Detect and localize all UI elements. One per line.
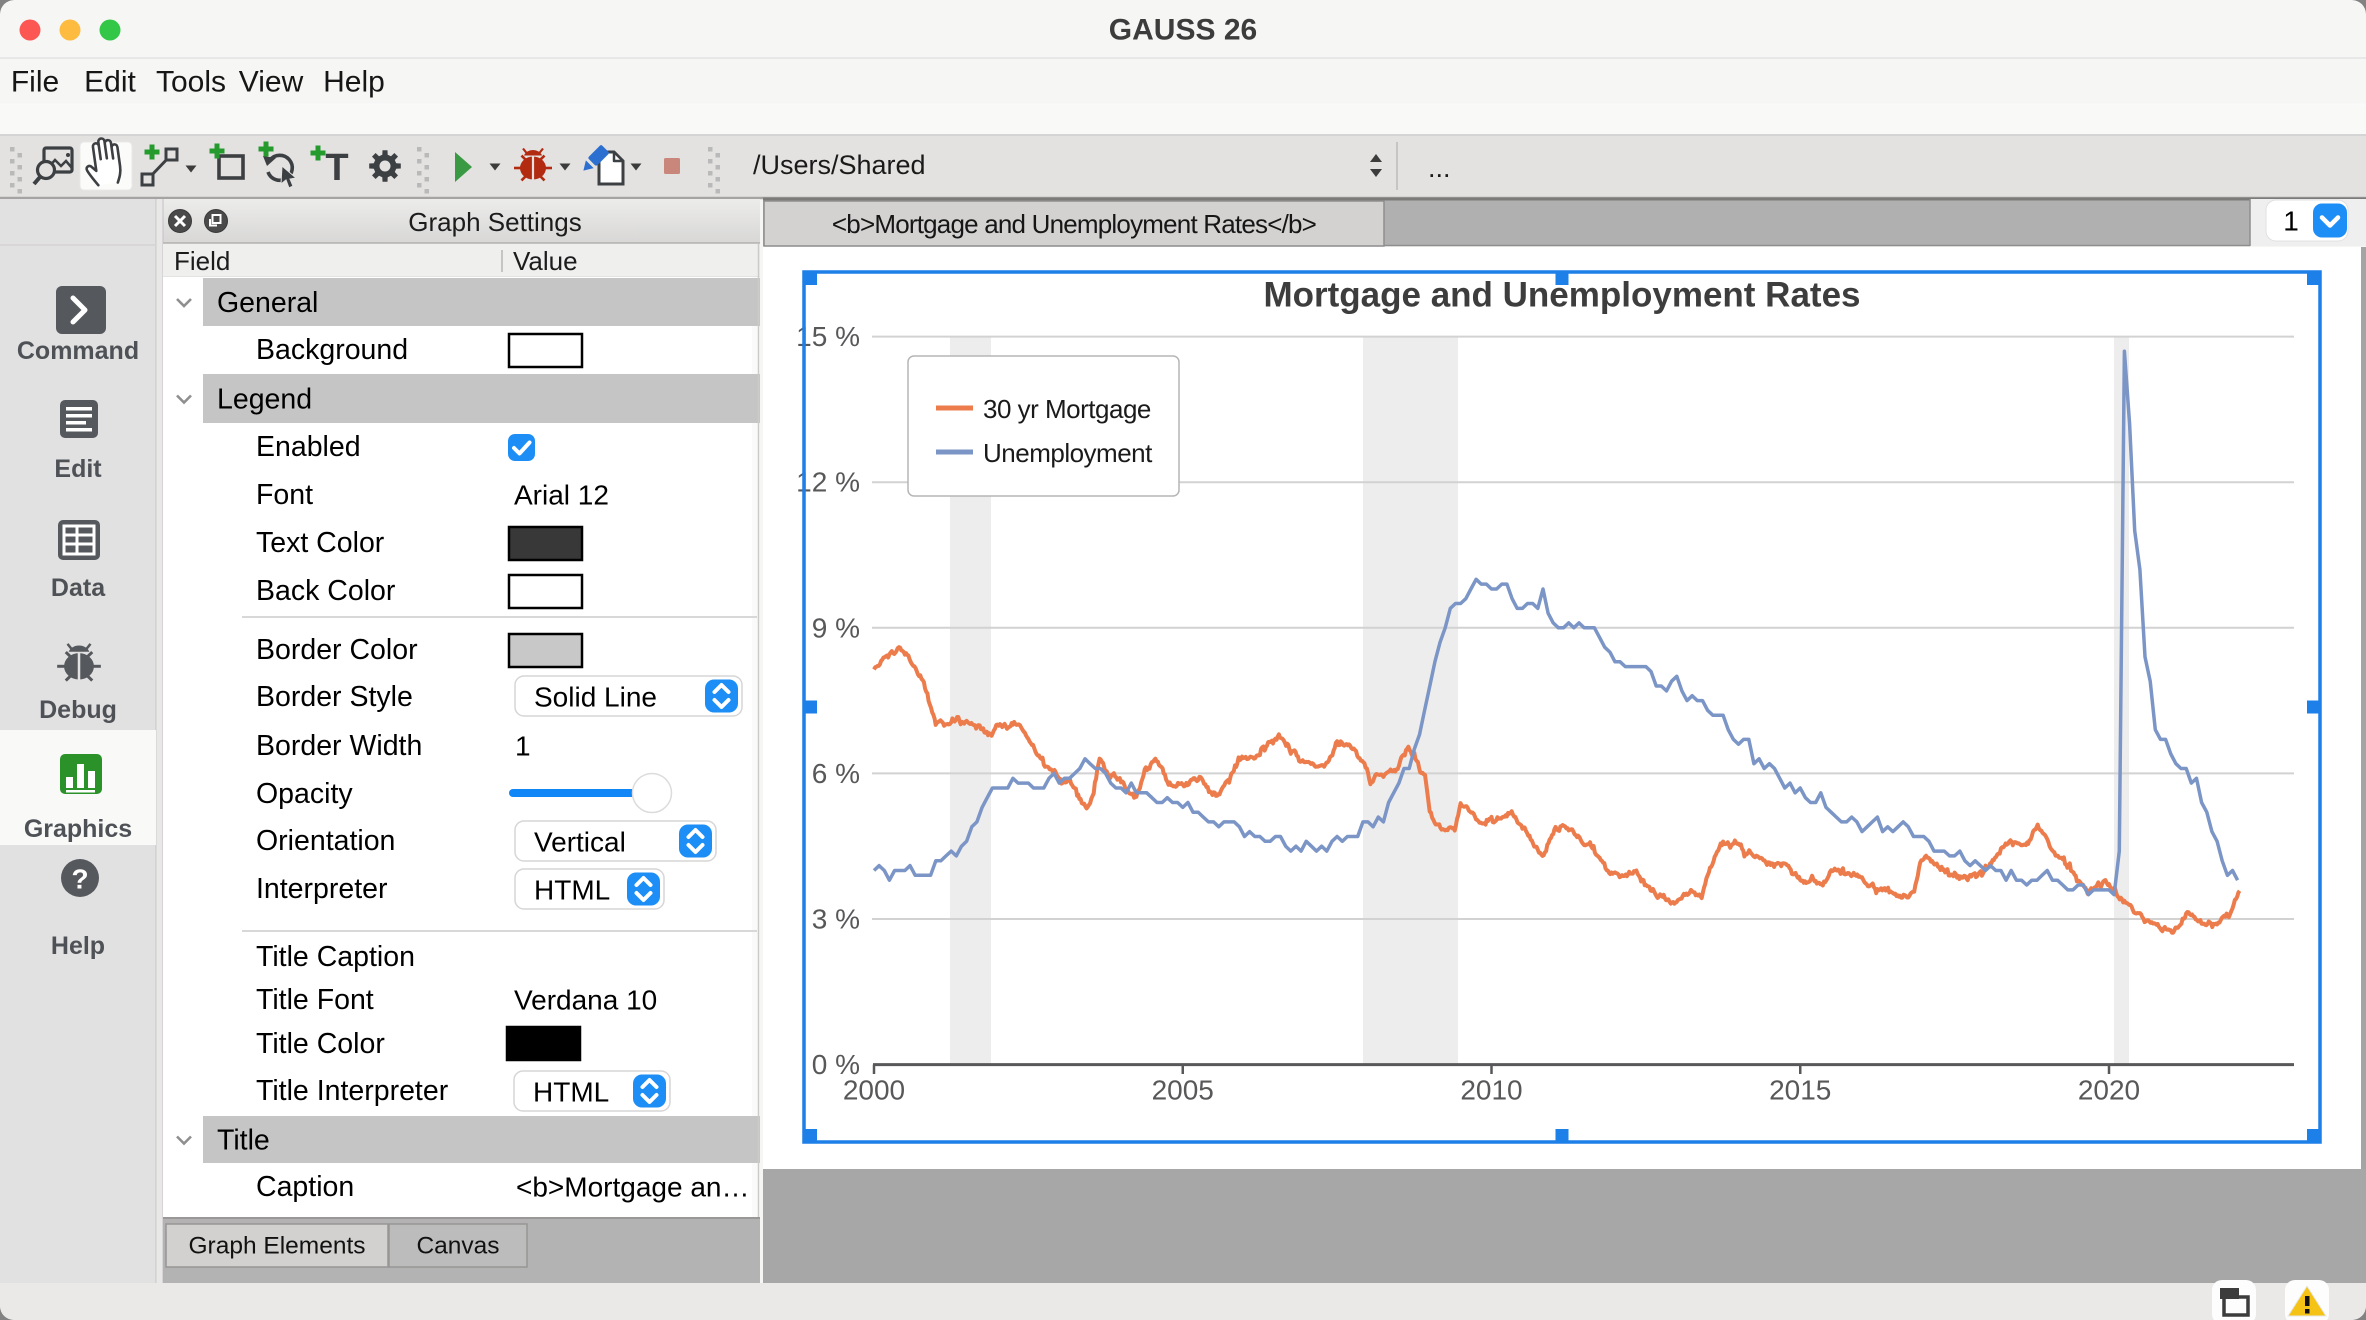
svg-text:Edit: Edit [84,66,136,99]
svg-text:Canvas: Canvas [416,1233,499,1260]
svg-text:Graph Settings: Graph Settings [408,207,581,237]
svg-text:Unemployment: Unemployment [983,438,1153,468]
svg-text:T: T [325,147,348,189]
svg-text:Border Color: Border Color [256,634,418,666]
svg-text:HTML: HTML [534,875,610,906]
svg-text:Back Color: Back Color [256,575,396,607]
svg-text:Tools: Tools [156,66,226,99]
svg-text:/Users/Shared: /Users/Shared [753,150,926,180]
svg-text:6 %: 6 % [812,758,860,789]
svg-text:30 yr Mortgage: 30 yr Mortgage [983,394,1151,424]
svg-text:Orientation: Orientation [256,825,395,857]
svg-text:2005: 2005 [1152,1075,1214,1106]
svg-text:Edit: Edit [54,455,102,483]
svg-text:15 %: 15 % [796,321,860,352]
svg-text:...: ... [1428,153,1451,183]
svg-text:HTML: HTML [533,1077,609,1108]
svg-text:?: ? [71,864,88,895]
svg-text:Data: Data [51,574,106,602]
svg-text:Solid Line: Solid Line [534,682,657,713]
svg-text:Interpreter: Interpreter [256,873,388,905]
svg-text:Field: Field [174,246,230,276]
svg-text:View: View [239,66,304,99]
svg-text:General: General [217,287,318,319]
svg-text:2000: 2000 [843,1075,905,1106]
svg-text:Arial 12: Arial 12 [514,480,609,511]
svg-text:Debug: Debug [39,696,117,724]
svg-text:Title Caption: Title Caption [256,941,415,973]
svg-text:Value: Value [513,246,578,276]
svg-text:2015: 2015 [1769,1075,1831,1106]
svg-text:Opacity: Opacity [256,778,353,810]
svg-text:1: 1 [515,731,531,762]
svg-text:Caption: Caption [256,1171,354,1203]
svg-text:Title Interpreter: Title Interpreter [256,1075,449,1107]
svg-text:Border Style: Border Style [256,681,413,713]
svg-text:3 %: 3 % [812,904,860,935]
svg-text:File: File [11,66,59,99]
svg-text:12 %: 12 % [796,467,860,498]
svg-text:1: 1 [2283,206,2299,237]
svg-text:Verdana 10: Verdana 10 [514,985,657,1016]
svg-text:9 %: 9 % [812,612,860,643]
svg-text:Help: Help [323,66,385,99]
svg-text:Help: Help [51,932,105,960]
svg-text:Font: Font [256,479,313,511]
svg-text:Graph Elements: Graph Elements [188,1233,365,1260]
svg-text:<b>Mortgage and Unemployment R: <b>Mortgage and Unemployment Rates</b> [832,209,1316,239]
svg-text:Background: Background [256,334,408,366]
svg-text:Title Font: Title Font [256,984,374,1016]
svg-text:2020: 2020 [2078,1075,2140,1106]
svg-text:2010: 2010 [1460,1075,1522,1106]
svg-text:Vertical: Vertical [534,827,626,858]
svg-text:Text Color: Text Color [256,527,385,559]
svg-text:Border Width: Border Width [256,730,422,762]
svg-text:Enabled: Enabled [256,431,361,463]
svg-text:Legend: Legend [217,384,312,416]
svg-text:GAUSS 26: GAUSS 26 [1109,14,1257,47]
svg-text:Graphics: Graphics [24,815,132,843]
svg-text:Title Color: Title Color [256,1028,385,1060]
svg-text:<b>Mortgage an…: <b>Mortgage an… [516,1172,750,1203]
svg-text:Command: Command [17,337,139,365]
svg-text:0 %: 0 % [812,1049,860,1080]
svg-text:Title: Title [217,1125,270,1157]
